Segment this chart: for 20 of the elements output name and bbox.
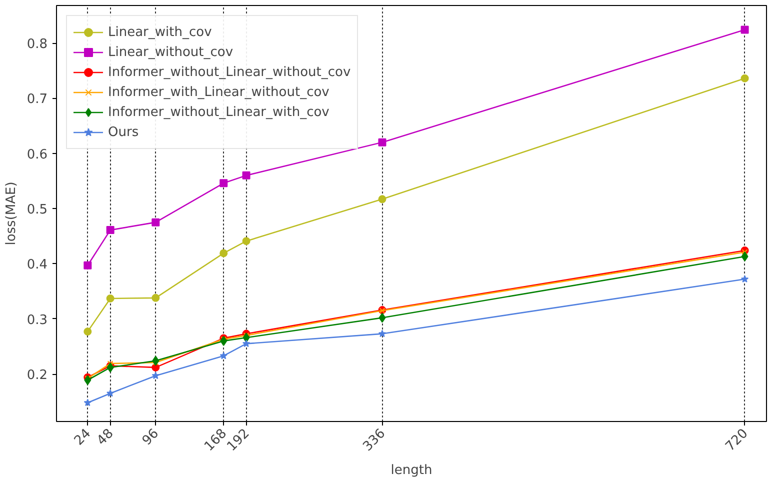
x-tick-label: 24: [72, 426, 94, 449]
y-tick-label: 0.6: [26, 147, 48, 162]
legend-label: Informer_with_Linear_without_cov: [108, 84, 330, 100]
legend-label: Linear_without_cov: [108, 44, 234, 60]
x-tick-label: 48: [94, 426, 117, 449]
legend-label: Ours: [108, 124, 139, 140]
legend-label: Linear_with_cov: [108, 24, 212, 40]
y-tick-label: 0.4: [26, 258, 48, 273]
y-tick-label: 0.5: [26, 202, 48, 218]
y-tick-label: 0.8: [26, 37, 48, 52]
x-tick-label: 720: [722, 426, 752, 454]
y-axis-title: loss(MAE): [4, 182, 19, 246]
x-tick-label: 192: [224, 426, 253, 454]
x-axis-title: length: [390, 463, 432, 478]
y-tick-label: 0.2: [26, 368, 48, 384]
y-tick-label: 0.7: [26, 92, 48, 108]
legend-label: Informer_without_Linear_without_cov: [108, 64, 351, 80]
legend-label: Informer_without_Linear_with_cov: [108, 104, 330, 120]
x-tick-label: 96: [140, 426, 162, 449]
y-tick-label: 0.3: [26, 312, 48, 328]
